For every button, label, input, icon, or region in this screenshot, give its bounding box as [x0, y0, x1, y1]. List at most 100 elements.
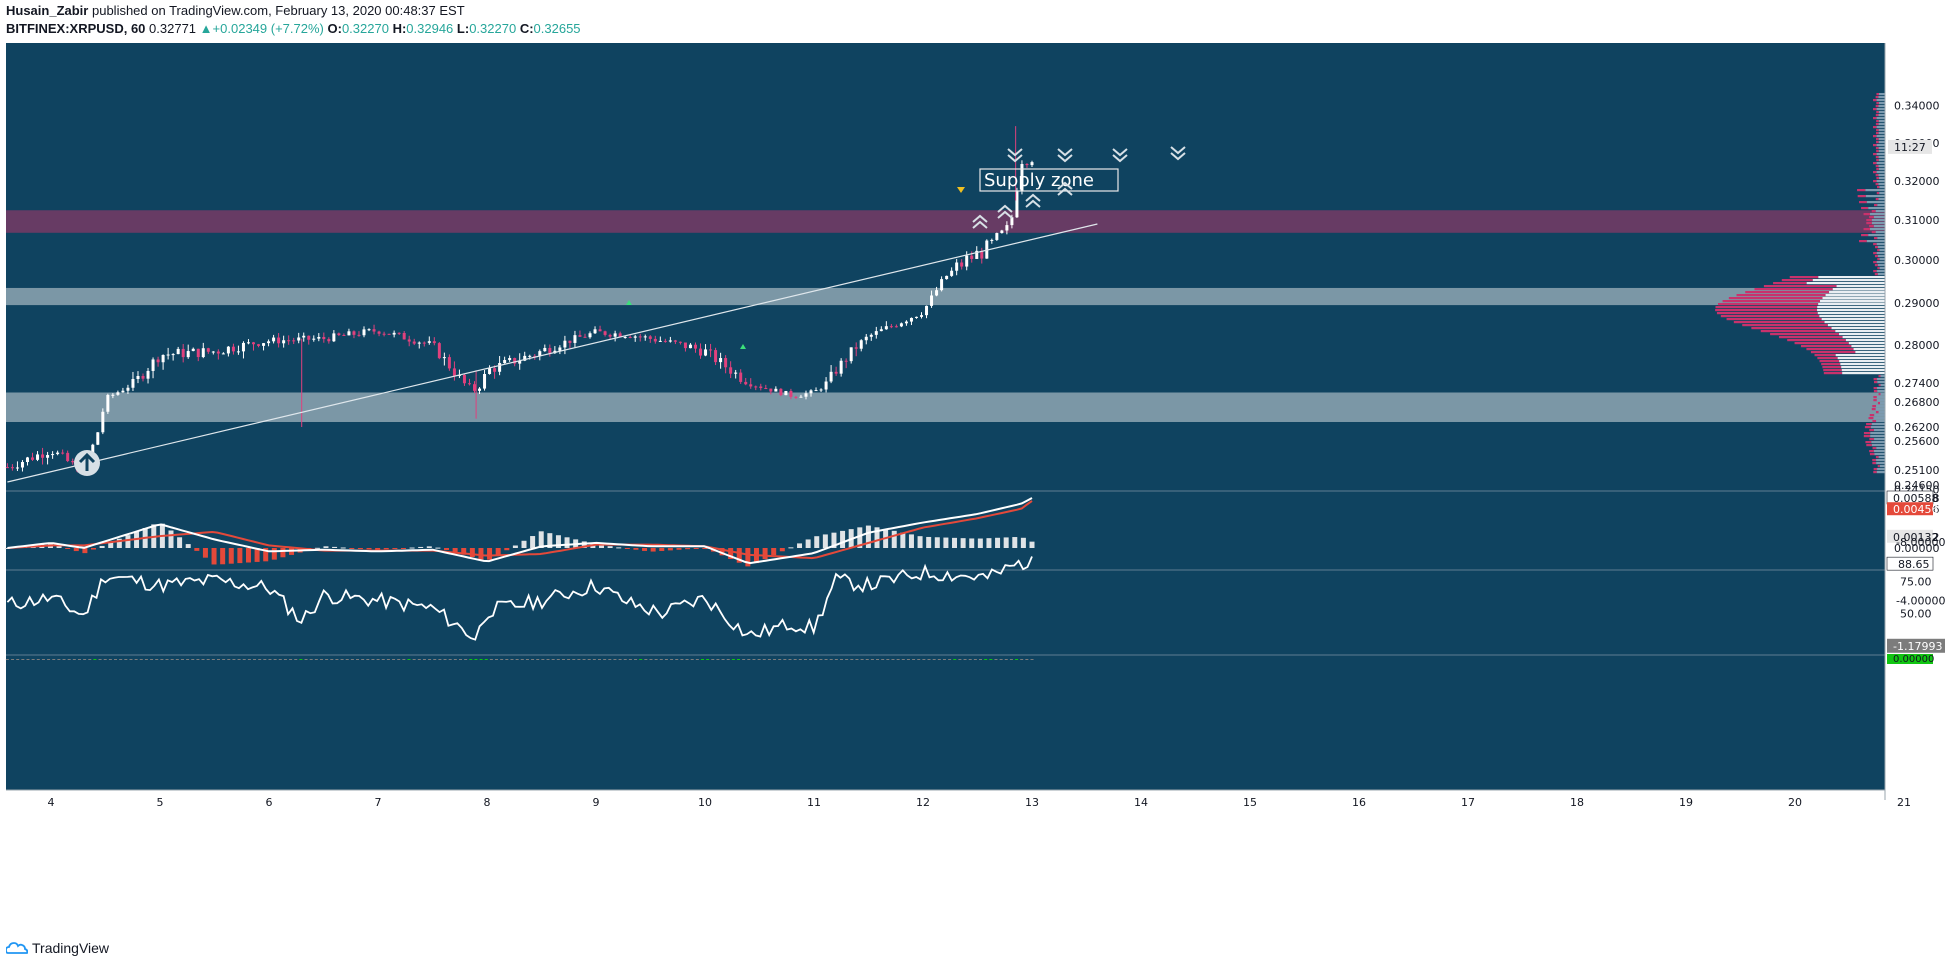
oscillator-bar	[984, 659, 988, 660]
oscillator-bar	[1030, 659, 1034, 660]
macd-histogram-bar	[383, 548, 389, 550]
profile-bar-sell	[1722, 300, 1821, 303]
candle-body	[528, 355, 532, 357]
oscillator-bar	[489, 659, 493, 660]
oscillator-bar	[711, 659, 715, 660]
oscillator-bar	[268, 659, 272, 660]
candle-body	[859, 340, 863, 349]
price-tick-label: 0.26800	[1894, 396, 1940, 409]
oscillator-value-label: -1.17993	[1893, 640, 1942, 653]
candle-body	[608, 334, 612, 337]
candle-body	[141, 375, 145, 379]
macd-histogram-bar	[555, 535, 561, 548]
macd-histogram-bar	[891, 530, 897, 548]
trendline[interactable]	[7, 223, 1098, 483]
candle-body	[226, 346, 230, 354]
macd-histogram-bar	[814, 536, 820, 548]
price-tick-label: 0.32000	[1894, 175, 1940, 188]
oscillator-bar	[634, 659, 638, 660]
candle-body	[462, 374, 466, 384]
profile-bar-buy	[1865, 195, 1885, 198]
profile-bar-sell	[1878, 393, 1881, 396]
candle-body	[568, 340, 572, 343]
rsi-value-tag	[1886, 556, 1934, 571]
candle-body	[834, 371, 838, 374]
oscillator-bar	[881, 659, 885, 660]
oscillator-tick-label: -8.00000	[1896, 536, 1945, 549]
oscillator-bar	[654, 659, 658, 660]
macd-histogram-bar	[495, 548, 501, 555]
candle-body	[36, 454, 40, 460]
tradingview-logo[interactable]: TradingView	[6, 940, 109, 956]
candle-body	[332, 333, 336, 342]
macd-histogram-bar	[693, 548, 699, 549]
candle-body	[1010, 217, 1014, 226]
macd-histogram-bar	[788, 547, 794, 549]
oscillator-bar	[237, 659, 241, 660]
oscillator-bar	[361, 659, 365, 660]
candle-body	[392, 332, 396, 335]
profile-bar-sell	[1872, 459, 1877, 462]
macd-histogram-bar	[581, 541, 587, 548]
macd-histogram-bar	[762, 548, 768, 560]
oscillator-bar	[278, 659, 282, 660]
oscillator-bar	[906, 659, 910, 660]
candle-body	[724, 358, 728, 368]
supply-zone-label[interactable]: Supply zone	[979, 168, 1119, 192]
macd-histogram-bar	[418, 546, 424, 548]
supply-zone[interactable]	[6, 210, 1885, 233]
oscillator-bar	[963, 659, 967, 660]
candle-body	[774, 388, 778, 392]
demand-zone[interactable]	[6, 287, 1885, 306]
macd-histogram-bar	[4, 548, 10, 549]
profile-bar-sell	[1871, 408, 1876, 411]
rsi-tick-label: 75.00	[1900, 576, 1932, 589]
axis-gutter	[1885, 43, 1956, 790]
profile-bar-buy	[1871, 423, 1885, 426]
oscillator-bar	[77, 659, 81, 660]
candle-body	[558, 347, 562, 351]
oscillator-bar	[541, 659, 545, 660]
oscillator-pane	[5, 654, 1885, 660]
candle-body	[729, 367, 733, 374]
macd-histogram-bar	[659, 548, 665, 551]
profile-bar-sell	[1859, 201, 1867, 204]
time-tick-label: 14	[1134, 796, 1148, 809]
oscillator-bar	[114, 659, 118, 660]
oscillator-bar	[942, 659, 946, 660]
candle-body	[146, 370, 150, 379]
oscillator-bar	[948, 659, 952, 660]
profile-bar-buy	[1878, 123, 1885, 126]
macd-histogram-bar	[616, 547, 622, 549]
profile-bar-buy	[1879, 267, 1885, 270]
macd-histogram-bar	[977, 538, 983, 548]
price-tick-label: 0.27400	[1894, 377, 1940, 390]
macd-histogram-bar	[237, 548, 243, 564]
macd-histogram-bar	[168, 530, 174, 548]
oscillator-bar	[386, 659, 390, 660]
profile-bar-sell	[1866, 219, 1872, 222]
oscillator-bar	[901, 659, 905, 660]
profile-bar-sell	[1817, 357, 1838, 360]
candle-body	[10, 467, 14, 469]
time-tick-label: 13	[1025, 796, 1039, 809]
price-tick-label: 0.25600	[1894, 435, 1940, 448]
profile-bar-buy	[1871, 219, 1885, 222]
oscillator-bar	[659, 659, 663, 660]
author-name[interactable]: Husain_Zabir	[6, 3, 89, 18]
candle-body	[935, 290, 939, 296]
oscillator-bar	[623, 659, 627, 660]
macd-histogram-bar	[469, 548, 475, 558]
oscillator-bar	[397, 659, 401, 660]
demand-zone[interactable]	[6, 392, 1885, 423]
oscillator-bar	[927, 659, 931, 660]
profile-bar-sell	[1863, 432, 1871, 435]
price-tick-label: 0.34000	[1894, 100, 1940, 113]
candle-body	[126, 387, 130, 391]
price-chart[interactable]: Supply zone 0.340000.330000.320000.31000…	[0, 43, 1956, 938]
macd-histogram-bar	[908, 534, 914, 548]
oscillator-bar	[726, 659, 730, 660]
profile-bar-sell	[1861, 207, 1869, 210]
profile-bar-sell	[1872, 447, 1877, 450]
profile-bar-sell	[1876, 150, 1879, 153]
